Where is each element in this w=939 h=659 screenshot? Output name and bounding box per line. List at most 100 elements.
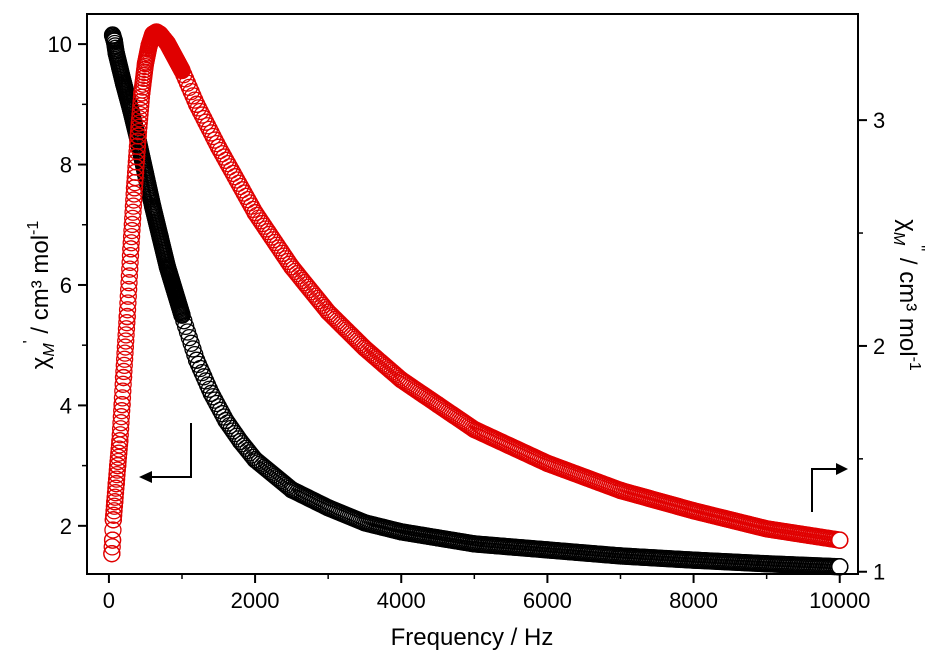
data-point: [122, 234, 140, 252]
data-point: [115, 362, 133, 381]
y-axis-right-title: χM'' / cm³ mol-1: [890, 219, 927, 371]
data-point: [348, 332, 367, 350]
y-right-tick-label: 3: [873, 108, 885, 133]
data-point: [339, 323, 357, 341]
y-left-tick-label: 10: [48, 32, 72, 57]
data-point: [120, 280, 138, 299]
data-point: [108, 461, 126, 479]
data-point: [107, 479, 125, 497]
series-left: [103, 26, 849, 576]
y-left-exp: -1: [25, 221, 42, 235]
x-tick-label: 4000: [377, 588, 426, 613]
data-point: [108, 465, 126, 484]
data-point: [332, 316, 350, 334]
y-right-tick-label: 2: [873, 334, 885, 359]
x-tick-label: 0: [103, 588, 115, 613]
data-point: [129, 132, 147, 150]
data-point: [112, 414, 130, 432]
data-point: [118, 307, 136, 326]
data-point: [115, 356, 133, 375]
data-point: [104, 511, 122, 529]
data-point: [112, 408, 130, 426]
y-left-rest: / cm³ mol: [27, 235, 54, 340]
x-tick-label: 2000: [231, 588, 280, 613]
data-point: [131, 105, 149, 124]
data-point: [124, 197, 143, 215]
y-right-tick-label: 1: [873, 560, 885, 585]
y-right-sub: M: [890, 232, 907, 246]
arrow-to-left-axis: [139, 423, 192, 483]
y-right-symbol: χ: [894, 219, 921, 232]
data-point: [132, 92, 150, 111]
data-point: [110, 440, 128, 458]
data-point: [117, 332, 135, 350]
plot-frame: [86, 13, 859, 575]
data-point: [121, 246, 140, 265]
y-left-sub: M: [41, 343, 58, 357]
arrow-layer: [139, 423, 848, 512]
data-point: [104, 521, 122, 539]
data-point: [341, 325, 359, 343]
y-left-tick-label: 4: [60, 393, 72, 418]
data-point: [125, 191, 143, 209]
y-right-exp: -1: [906, 357, 923, 371]
data-point: [124, 209, 142, 228]
data-point: [103, 531, 122, 549]
data-point: [107, 475, 125, 493]
data-point: [106, 484, 125, 502]
data-point: [116, 344, 134, 362]
data-point: [110, 444, 128, 462]
data-point-last: [830, 531, 849, 549]
data-point: [324, 308, 343, 327]
data-point: [343, 326, 361, 345]
data-point: [111, 420, 130, 438]
data-point: [122, 240, 140, 258]
data-point: [319, 303, 337, 321]
data-point: [131, 101, 149, 119]
data-point: [346, 330, 365, 348]
data-point: [106, 493, 124, 511]
y-left-symbol: χ: [27, 356, 54, 369]
data-point: [113, 402, 131, 420]
data-point: [114, 382, 132, 400]
data-point: [326, 310, 345, 328]
data-point: [130, 110, 149, 128]
data-point: [130, 114, 148, 132]
data-point: [109, 448, 128, 466]
data-point: [103, 538, 121, 556]
data-point: [122, 227, 141, 246]
data-point: [109, 452, 127, 471]
data-point: [118, 314, 136, 332]
data-point: [334, 317, 352, 336]
data-point: [328, 312, 346, 330]
data-point: [105, 497, 124, 515]
data-point: [117, 326, 135, 344]
x-axis-title: Frequency / Hz: [391, 624, 554, 651]
data-point: [121, 260, 139, 278]
data-point: [105, 502, 123, 520]
data-point: [111, 432, 129, 450]
data-point: [123, 215, 141, 234]
data-point: [103, 545, 121, 563]
data-point: [124, 203, 142, 221]
arrow-to-right-axis: [811, 463, 848, 512]
y-axis-left-title: χM' / cm³ mol-1: [21, 221, 58, 370]
y-left-tick-label: 6: [60, 273, 72, 298]
data-point: [345, 328, 363, 347]
data-point: [130, 118, 148, 137]
data-point-last: [830, 558, 849, 576]
x-tick-label: 8000: [669, 588, 718, 613]
data-point: [111, 426, 129, 444]
data-point: [119, 294, 137, 312]
data-point: [114, 375, 132, 393]
y-left-tick-label: 2: [60, 514, 72, 539]
data-point: [120, 267, 139, 285]
data-point: [117, 320, 136, 338]
data-point: [116, 338, 135, 356]
data-point: [119, 287, 137, 305]
data-point: [129, 122, 148, 141]
data-point: [113, 389, 132, 407]
data-point: [105, 506, 123, 524]
